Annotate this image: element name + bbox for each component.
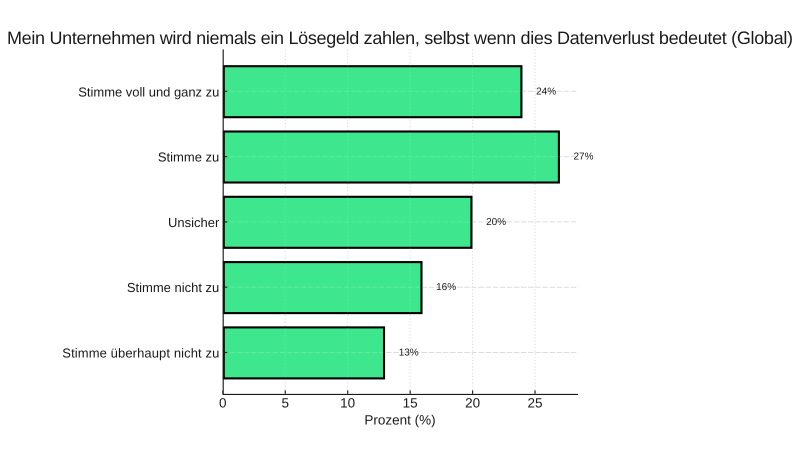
svg-text:16%: 16% <box>436 282 456 293</box>
svg-text:Unsicher: Unsicher <box>168 215 220 230</box>
svg-text:Stimme voll und ganz zu: Stimme voll und ganz zu <box>78 84 219 99</box>
svg-text:20: 20 <box>465 395 480 410</box>
svg-text:Stimme zu: Stimme zu <box>158 150 219 165</box>
svg-text:Stimme überhaupt nicht zu: Stimme überhaupt nicht zu <box>62 346 219 361</box>
svg-text:0: 0 <box>219 395 227 410</box>
svg-text:15: 15 <box>403 395 418 410</box>
svg-text:Stimme nicht zu: Stimme nicht zu <box>127 280 219 295</box>
svg-text:5: 5 <box>281 395 289 410</box>
svg-text:10: 10 <box>340 395 355 410</box>
svg-text:20%: 20% <box>486 217 506 228</box>
svg-text:Mein Unternehmen wird niemals: Mein Unternehmen wird niemals ein Lösege… <box>7 28 793 48</box>
svg-text:27%: 27% <box>574 152 594 163</box>
svg-text:13%: 13% <box>399 348 419 359</box>
svg-text:Prozent (%): Prozent (%) <box>364 412 435 427</box>
svg-text:25: 25 <box>528 395 543 410</box>
svg-text:24%: 24% <box>536 86 556 97</box>
